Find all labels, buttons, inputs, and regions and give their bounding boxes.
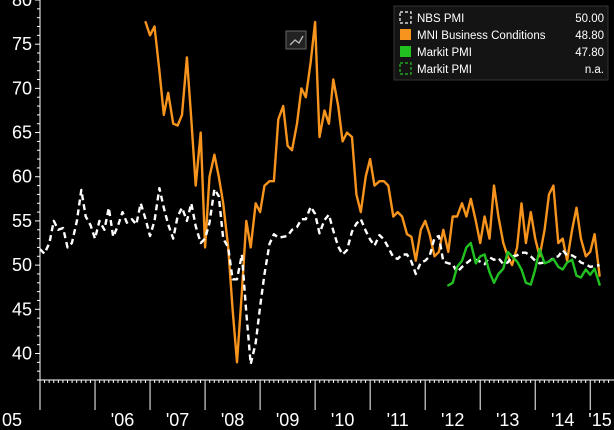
series-lines xyxy=(39,20,601,366)
legend-label-mni: MNI Business Conditions xyxy=(417,30,546,42)
legend-item-markit: Markit PMI 47.80 xyxy=(400,46,604,59)
x-tick-label: '10 xyxy=(331,410,354,430)
x-tick-label: '11 xyxy=(387,410,409,430)
y-axis: 40 45 50 55 60 65 70 75 80 xyxy=(12,0,41,381)
legend-label-markit-dashed: Markit PMI xyxy=(417,64,472,76)
legend-value-markit-dashed: n.a. xyxy=(585,64,604,76)
legend-item-nbs: NBS PMI 50.00 xyxy=(399,11,604,25)
x-tick-label: '06 xyxy=(111,410,134,430)
legend-item-mni: MNI Business Conditions 48.80 xyxy=(400,29,604,42)
legend-swatch-mni xyxy=(400,29,411,40)
y-tick-label: 40 xyxy=(12,343,32,363)
series-line-nbs-pmi xyxy=(39,186,600,366)
y-tick-label: 75 xyxy=(12,34,32,54)
y-tick-label: 60 xyxy=(12,167,32,187)
legend-value-mni: 48.80 xyxy=(575,30,604,42)
x-tick-label: '13 xyxy=(496,410,519,430)
y-tick-label: 70 xyxy=(12,78,32,98)
y-tick-label: 65 xyxy=(12,123,32,143)
legend-label-markit: Markit PMI xyxy=(417,47,472,59)
series-line-mni-business-conditions xyxy=(144,20,601,364)
x-tick-label: '07 xyxy=(166,410,189,430)
legend-item-markit-dashed: Markit PMI n.a. xyxy=(399,62,604,76)
x-tick-label: '08 xyxy=(221,410,244,430)
legend-swatch-markit-dashed xyxy=(399,62,412,75)
legend: NBS PMI 50.00 MNI Business Conditions 48… xyxy=(393,5,609,81)
y-tick-label: 55 xyxy=(12,211,32,231)
chart-type-icon[interactable] xyxy=(285,30,307,50)
x-tick-label: 05 xyxy=(2,410,22,430)
y-tick-label: 80 xyxy=(12,0,32,10)
x-tick-label: '09 xyxy=(276,410,299,430)
legend-value-markit: 47.80 xyxy=(575,47,604,59)
legend-label-nbs: NBS PMI xyxy=(417,13,464,25)
legend-swatch-nbs xyxy=(399,11,412,24)
x-tick-label: '12 xyxy=(441,410,464,430)
x-tick-label: '15 xyxy=(588,410,611,430)
y-tick-label: 50 xyxy=(12,255,32,275)
legend-value-nbs: 50.00 xyxy=(575,13,604,25)
x-tick-label: '14 xyxy=(551,410,574,430)
x-axis: 05 '06 '07 '08 '09 '10 '11 '12 '13 '14 '15 xyxy=(2,379,614,430)
legend-box xyxy=(393,5,609,81)
legend-swatch-markit xyxy=(400,46,411,57)
series-line-markit-pmi xyxy=(447,241,601,287)
y-tick-label: 45 xyxy=(12,299,32,319)
